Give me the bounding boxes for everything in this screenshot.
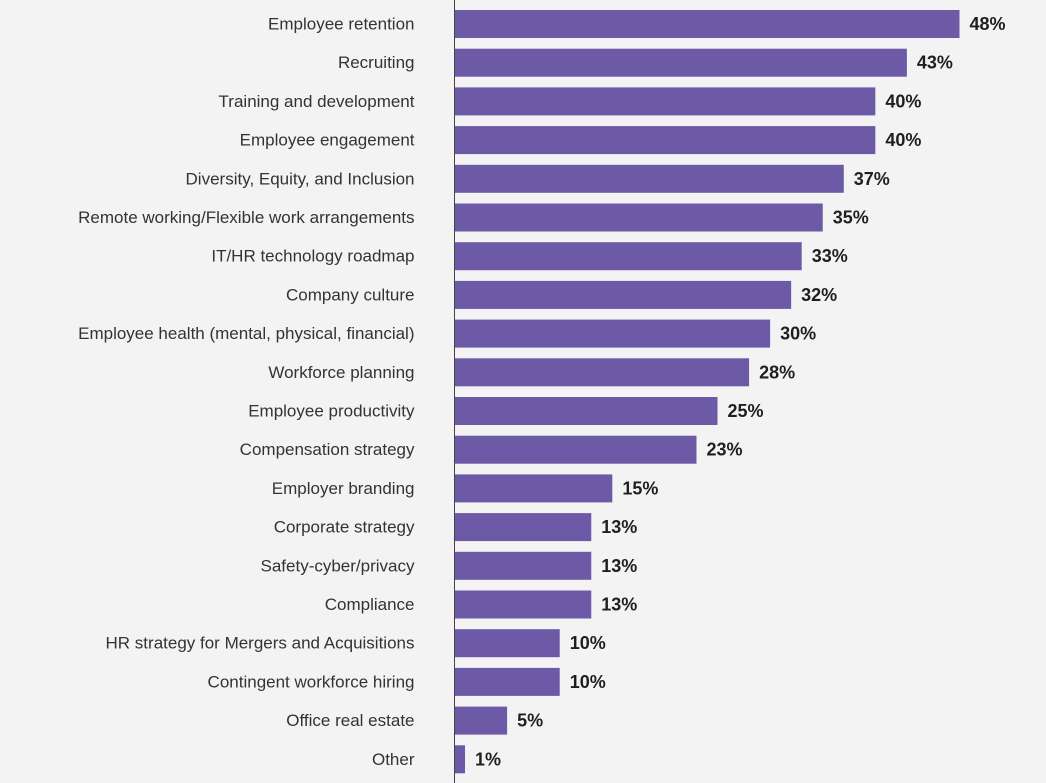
bar bbox=[454, 474, 613, 503]
category-label: Safety-cyber/privacy bbox=[261, 556, 415, 575]
bar bbox=[454, 706, 508, 735]
value-label: 40% bbox=[885, 91, 921, 111]
category-label: Company culture bbox=[286, 285, 415, 304]
category-label: Employee productivity bbox=[248, 402, 415, 421]
value-label: 30% bbox=[780, 324, 816, 344]
value-label: 13% bbox=[601, 556, 637, 576]
category-label: HR strategy for Mergers and Acquisitions bbox=[106, 634, 415, 653]
value-label: 13% bbox=[601, 517, 637, 537]
bar bbox=[454, 358, 750, 387]
bar bbox=[454, 87, 876, 116]
value-labels-group: 48% 43% 40% 40% 37% 35% 33% 32% 30% 28% 25% 23% 15% 1… bbox=[475, 14, 1006, 769]
value-label: 10% bbox=[570, 672, 606, 692]
category-label: Training and development bbox=[219, 92, 415, 111]
category-label: Employer branding bbox=[272, 479, 415, 498]
category-label: Workforce planning bbox=[268, 363, 414, 382]
category-label: Office real estate bbox=[286, 711, 414, 730]
category-label: Compliance bbox=[325, 595, 415, 614]
category-label: Diversity, Equity, and Inclusion bbox=[186, 169, 415, 188]
value-label: 15% bbox=[622, 478, 658, 498]
value-label: 37% bbox=[854, 169, 890, 189]
bar bbox=[454, 203, 823, 232]
bar bbox=[454, 48, 907, 77]
bar bbox=[454, 164, 844, 193]
bar bbox=[454, 397, 718, 425]
bar bbox=[454, 551, 592, 580]
bar bbox=[454, 435, 697, 464]
value-label: 48% bbox=[970, 14, 1006, 34]
category-label: Employee engagement bbox=[240, 131, 415, 150]
value-label: 32% bbox=[801, 285, 837, 305]
category-labels-group: Employee retention Recruiting Training and… bbox=[78, 15, 415, 769]
category-label: Recruiting bbox=[338, 53, 415, 72]
bar bbox=[454, 242, 802, 271]
category-label: Employee retention bbox=[268, 15, 414, 34]
bar bbox=[454, 10, 960, 38]
category-label: Remote working/Flexible work arrangement… bbox=[78, 208, 414, 227]
value-label: 10% bbox=[570, 633, 606, 653]
bar bbox=[454, 319, 771, 348]
category-label: Compensation strategy bbox=[240, 440, 415, 459]
bar bbox=[454, 667, 560, 696]
bar bbox=[454, 126, 876, 155]
bar bbox=[454, 280, 792, 309]
value-label: 25% bbox=[728, 401, 764, 421]
value-label: 28% bbox=[759, 362, 795, 382]
bar bbox=[454, 513, 592, 542]
category-label: IT/HR technology roadmap bbox=[211, 247, 414, 266]
bar bbox=[454, 745, 466, 774]
value-label: 35% bbox=[833, 208, 869, 228]
category-label: Other bbox=[372, 750, 415, 769]
category-label: Corporate strategy bbox=[274, 518, 415, 537]
value-label: 43% bbox=[917, 53, 953, 73]
value-label: 1% bbox=[475, 749, 501, 769]
category-label: Contingent workforce hiring bbox=[208, 672, 415, 691]
value-label: 33% bbox=[812, 246, 848, 266]
value-label: 5% bbox=[517, 711, 543, 731]
value-label: 23% bbox=[706, 440, 742, 460]
bar bbox=[454, 590, 592, 619]
value-label: 40% bbox=[885, 130, 921, 150]
category-label: Employee health (mental, physical, finan… bbox=[78, 324, 414, 343]
bar bbox=[454, 629, 560, 658]
value-label: 13% bbox=[601, 595, 637, 615]
bars-group bbox=[454, 10, 960, 774]
